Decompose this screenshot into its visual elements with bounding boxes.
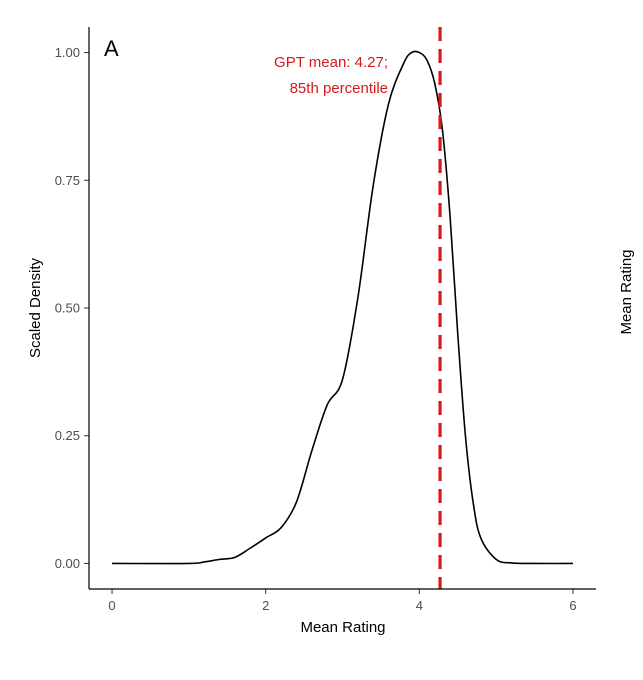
x-axis-title: Mean Rating [300, 619, 385, 636]
y-axis-ticks: 0.00 0.25 0.50 0.75 1.00 [55, 45, 89, 571]
gpt-mean-annotation-line1: GPT mean: 4.27; [274, 54, 388, 71]
y-tick-label: 1.00 [55, 45, 80, 60]
x-tick-label: 4 [416, 598, 423, 613]
y-axis-title: Scaled Density [27, 257, 44, 358]
y-tick-label: 0.00 [55, 556, 80, 571]
neighbor-panel-y-axis-title: Mean Rating [618, 249, 635, 334]
y-tick-label: 0.75 [55, 173, 80, 188]
x-axis-ticks: 0 2 4 6 [108, 589, 577, 613]
gpt-mean-annotation-line2: 85th percentile [290, 80, 388, 97]
y-tick-label: 0.50 [55, 301, 80, 316]
x-tick-label: 0 [108, 598, 115, 613]
panel-label: A [104, 36, 119, 61]
x-tick-label: 6 [569, 598, 576, 613]
x-tick-label: 2 [262, 598, 269, 613]
density-curve [112, 50, 573, 565]
y-tick-label: 0.25 [55, 428, 80, 443]
